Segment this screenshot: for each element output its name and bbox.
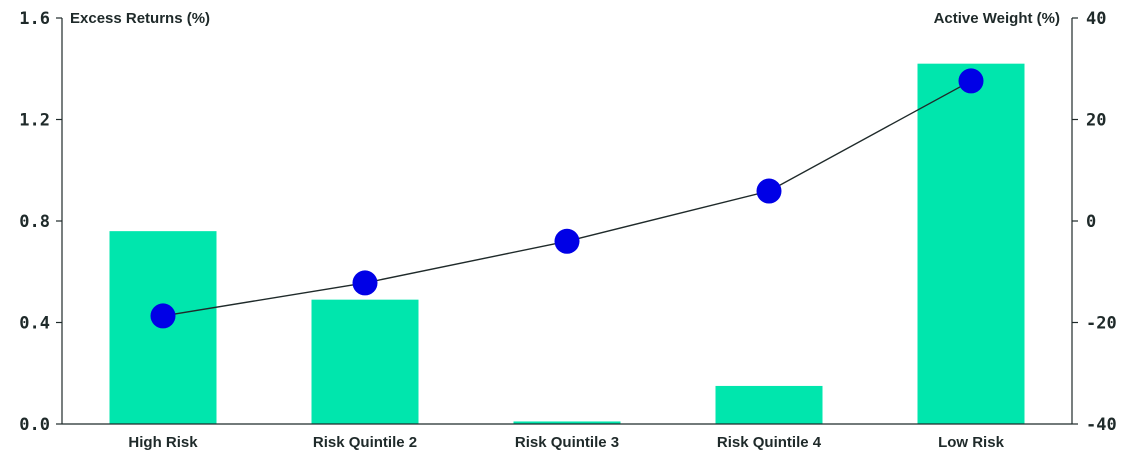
bar-risk-quintile-3 [513,421,621,424]
marker-risk-quintile-2 [352,270,378,296]
right-tick-label: -40 [1086,415,1117,435]
left-tick-label: 0.4 [19,314,50,334]
bars-layer [109,63,1025,425]
category-label: High Risk [128,434,198,451]
category-labels: High Risk Risk Quintile 2 Risk Quintile 3 R… [128,434,1004,451]
ticks-layer: 0.0 0.4 0.8 1.2 1.6 -40 -20 0 20 40 [19,9,1116,435]
bar-risk-quintile-4 [715,385,823,424]
marker-risk-quintile-4 [756,178,782,204]
marker-high-risk [150,303,176,329]
category-label: Risk Quintile 4 [717,434,822,451]
right-axis-title: Active Weight (%) [934,10,1060,27]
bar-low-risk [917,63,1025,425]
category-label: Risk Quintile 3 [515,434,619,451]
right-tick-label: 40 [1086,9,1106,29]
category-label: Low Risk [938,434,1005,451]
left-tick-label: 1.6 [19,9,50,29]
marker-risk-quintile-3 [554,228,580,254]
right-tick-label: 0 [1086,212,1096,232]
bar-risk-quintile-2 [311,299,419,424]
left-axis-title: Excess Returns (%) [70,10,210,27]
left-tick-label: 1.2 [19,111,50,131]
active-weight-line [162,80,972,317]
line-layer [150,68,984,329]
category-label: Risk Quintile 2 [313,434,417,451]
left-tick-label: 0.8 [19,212,50,232]
right-tick-label: -20 [1086,314,1117,334]
right-tick-label: 20 [1086,111,1106,131]
marker-low-risk [958,68,984,94]
left-tick-label: 0.0 [19,415,50,435]
